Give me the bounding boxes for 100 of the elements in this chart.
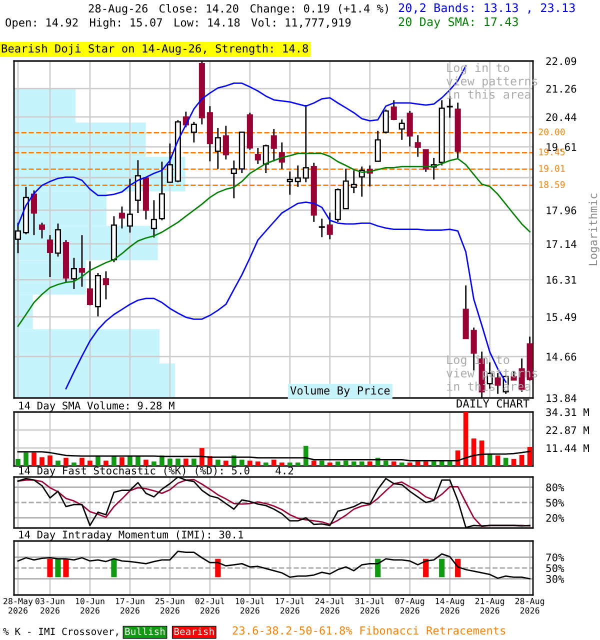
bar [16,458,20,466]
candlestick [422,149,429,173]
bar [272,460,276,466]
bar [519,454,524,466]
x-tick-label: 03-Jun 2026 [35,598,64,614]
x-tick-label: 14-Aug 2026 [436,598,464,614]
text: Close: 14.20 [160,4,238,13]
bar [495,455,500,466]
candlestick [382,108,389,134]
text: Bullish [125,628,165,636]
ref-line-label: 18.59 [539,181,565,188]
bar [256,461,260,466]
candlestick [374,130,381,162]
candlestick [70,257,77,290]
candlestick [318,218,325,238]
text: Bearish Doji Star on 14-Aug-26, Strength: 14.8 [2,44,308,55]
x-tick-label: 02-Jul 2026 [195,598,224,614]
bar [391,461,396,466]
ref-line-label: 19.01 [539,165,565,172]
bar [327,462,332,466]
y-tick-label: 13.84 [546,394,576,402]
x-tick-label: 21-Aug 2026 [475,598,504,614]
chart-title: 14 Day Fast Stochastic (%K) (%D): 5.0 4.2 [19,466,294,476]
bar [32,452,36,466]
x-tick-label: 17-Jun 2026 [116,598,144,614]
bar [64,458,68,466]
candlestick [78,234,85,288]
bar [120,457,124,466]
text: 14 Day SMA Volume: 9.28 M [19,401,174,412]
bar [463,412,468,466]
bar [136,456,140,466]
bar [407,462,412,466]
bar [287,462,292,466]
candlestick [350,170,357,194]
candlestick [302,104,309,183]
candlestick [326,212,333,240]
bar [56,460,60,466]
bar [224,460,228,466]
bar [176,458,180,466]
candlestick [270,128,277,162]
bar [423,461,428,466]
x-tick-label: 10-Jun 2026 [76,598,104,614]
bar [48,455,52,466]
candlestick [286,170,293,196]
candlestick [190,121,197,144]
candlestick [150,200,157,238]
candlestick [38,222,46,240]
x-tick-label: 17-Jul 2026 [276,598,304,614]
bar [184,458,188,466]
annotation: Volume By Price [290,386,390,397]
candlestick [214,127,221,170]
y-axis-title: Logarithmic [588,194,600,266]
candlestick [102,270,109,300]
y-tick-label: 19.61 [546,143,576,151]
text: 23.6-38.2-50-61.8% Fibonacci Retracements [232,626,506,635]
y-tick-label: 15.49 [546,313,576,321]
y-tick-label: 50% [546,564,564,572]
bar [415,461,420,466]
candlestick [54,222,62,258]
bar [264,462,268,466]
candlestick [222,125,229,160]
bar [216,460,220,466]
candlestick [46,234,54,278]
bar [144,460,148,466]
line-series [17,450,530,462]
x-tick-label: 28-Aug 2026 [515,598,544,614]
bar [88,460,92,466]
bar [343,460,348,466]
y-tick-label: 20.44 [546,113,576,122]
y-tick-label: 16.31 [546,276,576,284]
bar [319,460,324,466]
bar [24,452,28,466]
bar [503,458,508,466]
y-tick-label: 22.09 [546,57,576,66]
bar [152,461,156,466]
candlestick [30,190,38,236]
bar [80,458,84,466]
bar [240,460,244,466]
candlestick [254,147,261,165]
y-tick-label: 21.26 [546,84,576,93]
bar [192,458,196,466]
bar [335,461,340,466]
candlestick [406,110,413,148]
bar [295,462,300,466]
bar [311,460,316,466]
candlestick [414,134,421,158]
candlestick [230,160,237,199]
y-tick-label: 70% [546,553,564,562]
y-tick-label: 14.66 [546,352,576,361]
text: High: 15.07 [90,18,162,29]
chart-title: 14 Day Intraday Momentum (IMI): 30.1 [19,530,244,540]
bar [487,454,492,466]
candlestick [118,206,125,230]
candlestick [390,100,397,121]
text: 28-Aug-26 [88,4,148,15]
text: Open: 14.92 [6,18,78,29]
y-tick-label: 20% [546,514,564,522]
y-tick-label: 17.96 [546,206,576,214]
y-tick-label: 50% [546,498,564,507]
y-tick-label: 11.44 M [546,444,589,452]
